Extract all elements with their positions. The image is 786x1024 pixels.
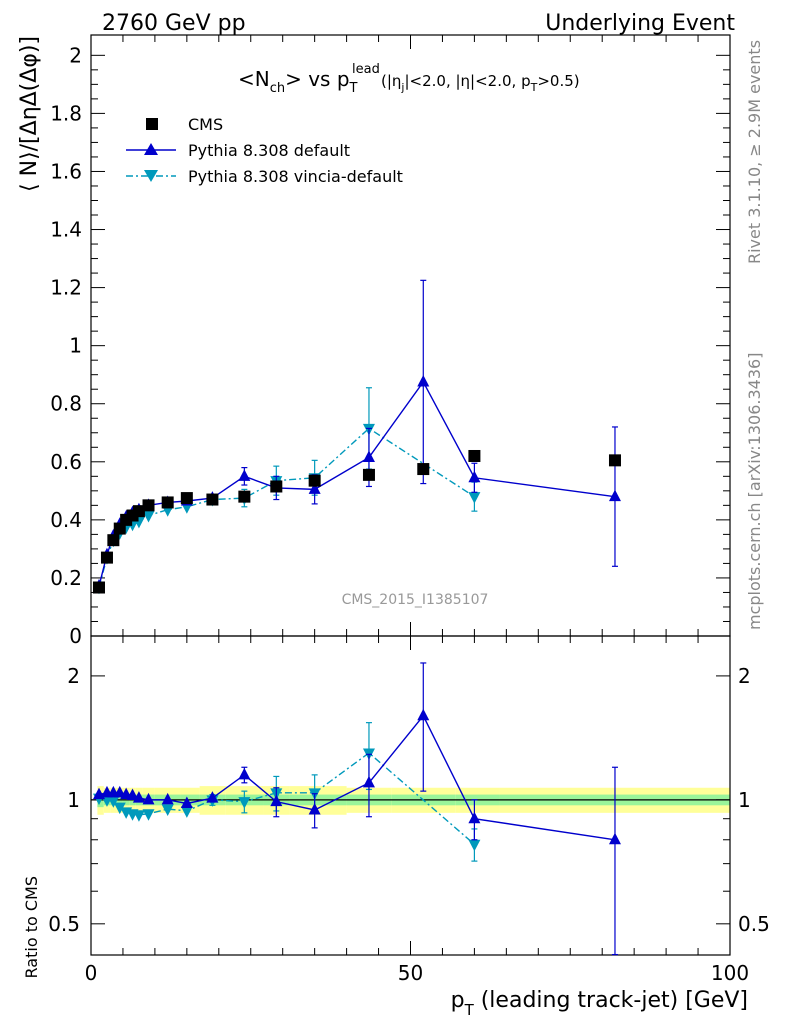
cms-main-point xyxy=(417,463,430,476)
main-ytick-label: 1.4 xyxy=(50,218,82,242)
legend-label-default: Pythia 8.308 default xyxy=(188,141,350,160)
default-ratio-point xyxy=(468,811,481,824)
cms-main-point xyxy=(608,454,621,467)
default-ratio-point xyxy=(132,791,145,803)
main-plot-frame xyxy=(90,34,731,637)
vincia-ratio-point xyxy=(180,806,193,818)
main-ytick-label: 0 xyxy=(69,624,82,648)
vincia-ratio-point xyxy=(468,839,481,852)
main-ytick-label: 1 xyxy=(69,334,82,358)
cms-main-point xyxy=(142,499,155,512)
default-ratio-point xyxy=(608,832,621,845)
ratio-ytick-label: 2 xyxy=(67,664,80,688)
default-main-point xyxy=(238,469,251,481)
cms-main-point xyxy=(161,496,174,509)
default-main-point xyxy=(608,489,621,502)
ratio-ytick-label-right: 1 xyxy=(738,788,751,812)
main-ytick-label: 1.8 xyxy=(50,101,82,125)
default-main-point xyxy=(417,374,430,387)
cms-main-point xyxy=(238,490,251,503)
analysis-label: Underlying Event xyxy=(545,11,735,36)
default-ratio-point xyxy=(308,802,321,815)
ratio-plot-panel: 0 50 100 0.5 0.5 1 1 2 2 xyxy=(48,635,770,985)
x-tick-label: 0 xyxy=(85,961,98,985)
x-axis-title: pT (leading track-jet) [GeV] xyxy=(451,988,748,1019)
plot-title-cuts: (|ηj|<2.0, |η|<2.0, pT>0.5) xyxy=(381,72,580,94)
cms-main-point xyxy=(132,505,145,518)
default-ratio-point xyxy=(417,708,430,721)
default-ratio-line xyxy=(98,714,616,841)
legend-marker-default xyxy=(144,143,158,155)
ratio-ytick-label-right: 2 xyxy=(738,664,751,688)
cms-main-point xyxy=(308,474,321,487)
default-main-point xyxy=(308,482,321,494)
legend-label-cms: CMS xyxy=(188,115,223,134)
ratio-ytick-label-right: 0.5 xyxy=(738,912,770,936)
vincia-ratio-point xyxy=(161,804,174,817)
ratio-ytick-label: 0.5 xyxy=(48,912,80,936)
vincia-ratio-point xyxy=(132,810,145,822)
default-ratio-point xyxy=(206,791,219,803)
main-ylabel: ⟨ N⟩/[ΔηΔ(Δφ)] xyxy=(17,36,42,192)
cms-main-point xyxy=(126,509,139,522)
legend-label-vincia: Pythia 8.308 vincia-default xyxy=(188,167,403,186)
main-ytick-label: 2 xyxy=(69,43,82,67)
vincia-main-point xyxy=(142,511,155,523)
default-main-point xyxy=(468,470,481,483)
default-main-line xyxy=(98,380,616,587)
collision-label: 2760 GeV pp xyxy=(102,11,246,36)
cms-main-point xyxy=(92,581,105,594)
cms-main-point xyxy=(107,534,120,547)
main-ytick-label: 0.8 xyxy=(50,392,82,416)
main-ytick-label: 1.2 xyxy=(50,276,82,300)
vincia-main-line xyxy=(98,427,475,588)
cms-main-point xyxy=(120,513,133,526)
default-ratio-point xyxy=(180,796,193,808)
ratio-ylabel: Ratio to CMS xyxy=(22,876,41,978)
main-ytick-label: 1.6 xyxy=(50,159,82,183)
cms-main-point xyxy=(468,449,481,462)
legend-marker-vincia xyxy=(144,170,158,182)
legend-marker-cms xyxy=(146,118,158,130)
default-ratio-point xyxy=(362,775,375,788)
default-ratio-point xyxy=(126,788,139,800)
plot-title: <Nch> vs pT xyxy=(238,67,358,96)
vincia-ratio-point xyxy=(107,796,120,808)
vincia-ratio-point xyxy=(142,809,155,821)
cms-main-point xyxy=(180,492,193,505)
main-ytick-label: 0.6 xyxy=(50,450,82,474)
vincia-ratio-point xyxy=(113,802,126,815)
ratio-ytick-label: 1 xyxy=(67,788,80,812)
rivet-label: Rivet 3.1.10, ≥ 2.9M events xyxy=(745,40,764,264)
vincia-ratio-point xyxy=(238,797,251,809)
plot-title-lead: lead xyxy=(352,62,380,77)
mcplots-label: mcplots.cern.ch [arXiv:1306.3436] xyxy=(745,353,764,630)
cms-main-point xyxy=(100,551,113,564)
main-ytick-label: 0.4 xyxy=(50,508,82,532)
cms-main-point xyxy=(362,468,375,481)
analysis-watermark: CMS_2015_I1385107 xyxy=(342,592,489,608)
legend: CMS Pythia 8.308 default Pythia 8.308 vi… xyxy=(126,115,403,186)
default-ratio-point xyxy=(238,767,251,780)
main-plot-panel: 0 0.2 0.4 0.6 0.8 1 1.2 1.4 1.6 1.8 2 xyxy=(50,34,731,648)
x-tick-label: 100 xyxy=(711,961,749,985)
default-main-point xyxy=(362,450,375,462)
x-tick-label: 50 xyxy=(398,961,423,985)
cms-main-point xyxy=(206,493,219,506)
default-ratio-point xyxy=(161,792,174,805)
vincia-main-point xyxy=(468,492,481,504)
default-ratio-point xyxy=(270,794,283,807)
cms-main-point xyxy=(270,480,283,493)
main-ytick-label: 0.2 xyxy=(50,566,82,590)
default-ratio-point xyxy=(142,792,155,805)
